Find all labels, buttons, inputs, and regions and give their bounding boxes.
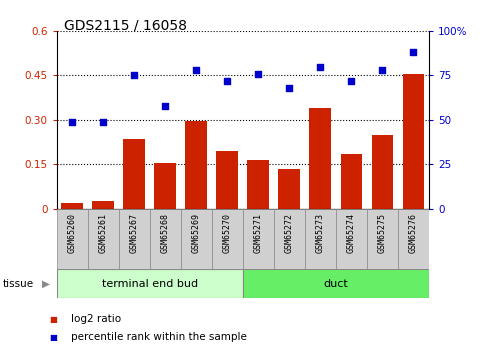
Bar (274, 209, 305, 269)
Text: GSM65272: GSM65272 (285, 213, 294, 253)
Text: tissue: tissue (2, 279, 34, 289)
Bar (57, 209, 88, 269)
Text: GSM65261: GSM65261 (99, 213, 108, 253)
Text: ▶: ▶ (42, 279, 50, 289)
Text: GSM65270: GSM65270 (223, 213, 232, 253)
Bar (150, 209, 181, 269)
Point (192, 67, 200, 73)
Bar (212, 209, 243, 269)
Point (379, 67, 387, 73)
Bar (119, 209, 150, 269)
Text: percentile rank within the sample: percentile rank within the sample (71, 333, 247, 342)
Text: GSM65268: GSM65268 (161, 213, 170, 253)
Text: terminal end bud: terminal end bud (102, 279, 198, 289)
Text: duct: duct (323, 279, 348, 289)
Text: GSM65267: GSM65267 (130, 213, 139, 253)
Bar (181, 209, 212, 269)
Bar (88, 209, 119, 269)
Bar (247, 160, 269, 209)
Bar (216, 151, 238, 209)
Bar (243, 209, 274, 269)
Bar (336, 209, 367, 269)
Text: ■: ■ (49, 333, 57, 342)
Point (161, 103, 169, 108)
Point (410, 50, 418, 55)
Text: GSM65273: GSM65273 (316, 213, 325, 253)
Text: GDS2115 / 16058: GDS2115 / 16058 (64, 19, 187, 33)
Text: log2 ratio: log2 ratio (71, 314, 122, 324)
Bar (243, 269, 429, 298)
Text: GSM65269: GSM65269 (192, 213, 201, 253)
Bar (57, 269, 243, 298)
Text: GSM65260: GSM65260 (68, 213, 77, 253)
Bar (92, 201, 114, 209)
Bar (305, 209, 336, 269)
Point (99, 119, 107, 125)
Bar (61, 203, 83, 209)
Bar (398, 209, 429, 269)
Text: ■: ■ (49, 315, 57, 324)
Text: GSM65276: GSM65276 (409, 213, 418, 253)
Text: GSM65274: GSM65274 (347, 213, 356, 253)
Bar (154, 163, 176, 209)
Bar (372, 135, 393, 209)
Text: GSM65275: GSM65275 (378, 213, 387, 253)
Point (223, 78, 231, 83)
Point (348, 78, 355, 83)
Bar (185, 121, 207, 209)
Point (130, 73, 138, 78)
Bar (279, 169, 300, 209)
Point (68, 119, 76, 125)
Point (254, 71, 262, 77)
Point (285, 85, 293, 91)
Text: GSM65271: GSM65271 (254, 213, 263, 253)
Point (317, 64, 324, 69)
Bar (367, 209, 398, 269)
Bar (341, 154, 362, 209)
Bar (403, 74, 424, 209)
Bar (123, 139, 145, 209)
Bar (310, 108, 331, 209)
